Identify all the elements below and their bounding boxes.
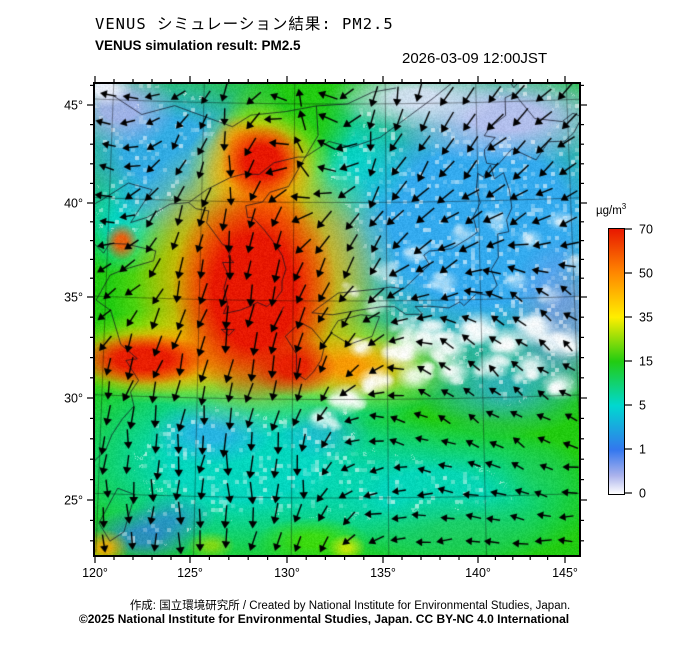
axis-tick-label: 25° [64, 494, 83, 508]
axis-tick-label: 50 [639, 267, 653, 281]
axis-tick-label: 45° [64, 99, 83, 113]
map-panel [93, 82, 581, 557]
pm25-concentration-map [95, 84, 579, 555]
axis-tick-label: 40° [64, 197, 83, 211]
map-frame [93, 82, 581, 557]
axis-tick-label: 0 [639, 487, 646, 501]
credit-line-2: ©2025 National Institute for Environment… [78, 612, 570, 626]
axis-tick-label: 5 [639, 399, 646, 413]
unit-text: µg/m [596, 204, 622, 217]
axis-tick-label: 35 [639, 311, 653, 325]
axis-tick-label: 130° [274, 566, 300, 580]
unit-exponent: 3 [621, 202, 627, 211]
credit-line-1: 作成: 国立環境研究所 / Created by National Instit… [129, 600, 571, 612]
page-title-english: VENUS simulation result: PM2.5 [95, 38, 301, 53]
axis-tick-label: 145° [552, 566, 578, 580]
valid-timestamp: 2026-03-09 12:00JST [402, 50, 548, 67]
axis-tick-label: 15 [639, 355, 653, 369]
axis-tick-label: 120° [82, 566, 108, 580]
axis-tick-label: 70 [639, 223, 653, 237]
axis-tick-label: 140° [465, 566, 491, 580]
axis-tick-label: 135° [370, 566, 396, 580]
colorbar-unit-label: µg/m3 [596, 202, 626, 217]
axis-tick-label: 125° [177, 566, 203, 580]
axis-tick-label: 35° [64, 291, 83, 305]
axis-tick-label: 30° [64, 392, 83, 406]
page-title-japanese: VENUS シミュレーション結果: PM2.5 [95, 15, 394, 33]
axis-tick-label: 1 [639, 443, 646, 457]
colorbar-gradient [608, 228, 625, 495]
